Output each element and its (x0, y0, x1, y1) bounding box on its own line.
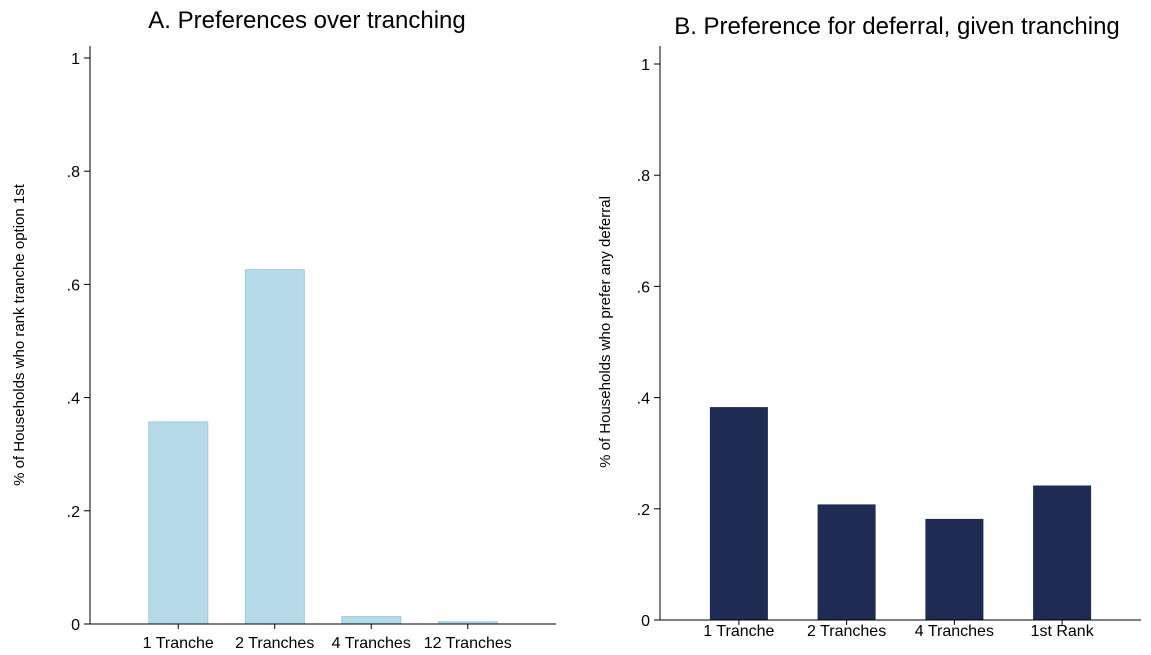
panel-b-y-tick-label: .2 (637, 502, 650, 519)
panel-b-y-tick-label: .6 (637, 279, 650, 296)
panel-b-bar-chart: B. Preference for deferral, given tranch… (597, 13, 1141, 640)
panel-b-y-ticks: 0 .2 .4 .6 .8 1 (637, 57, 660, 630)
panel-b-x-ticks: 1 Tranche 2 Tranches 4 Tranches 1st Rank (703, 620, 1095, 640)
panel-a-bar-2 (244, 269, 305, 625)
panel-a-y-tick-label: .8 (67, 164, 80, 181)
panel-a-x-tick-label: 2 Tranches (235, 635, 314, 652)
panel-a-y-tick-label: .4 (67, 391, 80, 408)
panel-b-y-tick-label: 1 (641, 57, 650, 74)
panel-a-y-tick-label: 0 (71, 617, 80, 634)
panel-a-y-axis-label: % of Households who rank tranche option … (11, 183, 28, 486)
panel-a-title: A. Preferences over tranching (148, 7, 466, 34)
panel-a-y-tick-label: .2 (67, 504, 80, 521)
panel-a-y-tick-label: .6 (67, 277, 80, 294)
panel-a-bar-chart: A. Preferences over tranching % of House… (11, 7, 556, 652)
panel-b-title: B. Preference for deferral, given tranch… (674, 13, 1120, 40)
panel-b-y-axis-label: % of Households who prefer any deferral (597, 196, 614, 468)
panel-a-x-tick-label: 4 Tranches (332, 635, 411, 652)
panel-a-bars (148, 269, 498, 625)
panel-a-bar-1 (148, 421, 209, 625)
panel-a-x-tick-label: 1 Tranche (143, 635, 214, 652)
panel-a-x-ticks: 1 Tranche 2 Tranches 4 Tranches 12 Tranches (143, 624, 512, 652)
panel-b-bar-3 (925, 518, 984, 621)
panel-b-y-tick-label: .4 (637, 391, 650, 408)
panel-a-bar-3 (341, 616, 402, 625)
panel-b-bars (709, 407, 1092, 621)
panel-b-bar-1 (709, 407, 768, 621)
panel-b-x-tick-label: 1st Rank (1031, 623, 1095, 640)
panel-b-x-tick-label: 1 Tranche (703, 623, 774, 640)
panel-a-x-tick-label: 12 Tranches (424, 635, 512, 652)
panel-a-y-ticks: 0 .2 .4 .6 .8 1 (67, 51, 90, 634)
panel-a-y-tick-label: 1 (71, 51, 80, 68)
panel-b-y-tick-label: 0 (641, 613, 650, 630)
panel-b-bar-4 (1033, 485, 1092, 621)
panel-b-y-tick-label: .8 (637, 168, 650, 185)
panel-b-bar-2 (817, 504, 876, 621)
panel-b-x-tick-label: 2 Tranches (807, 623, 886, 640)
panel-b-x-tick-label: 4 Tranches (915, 623, 994, 640)
